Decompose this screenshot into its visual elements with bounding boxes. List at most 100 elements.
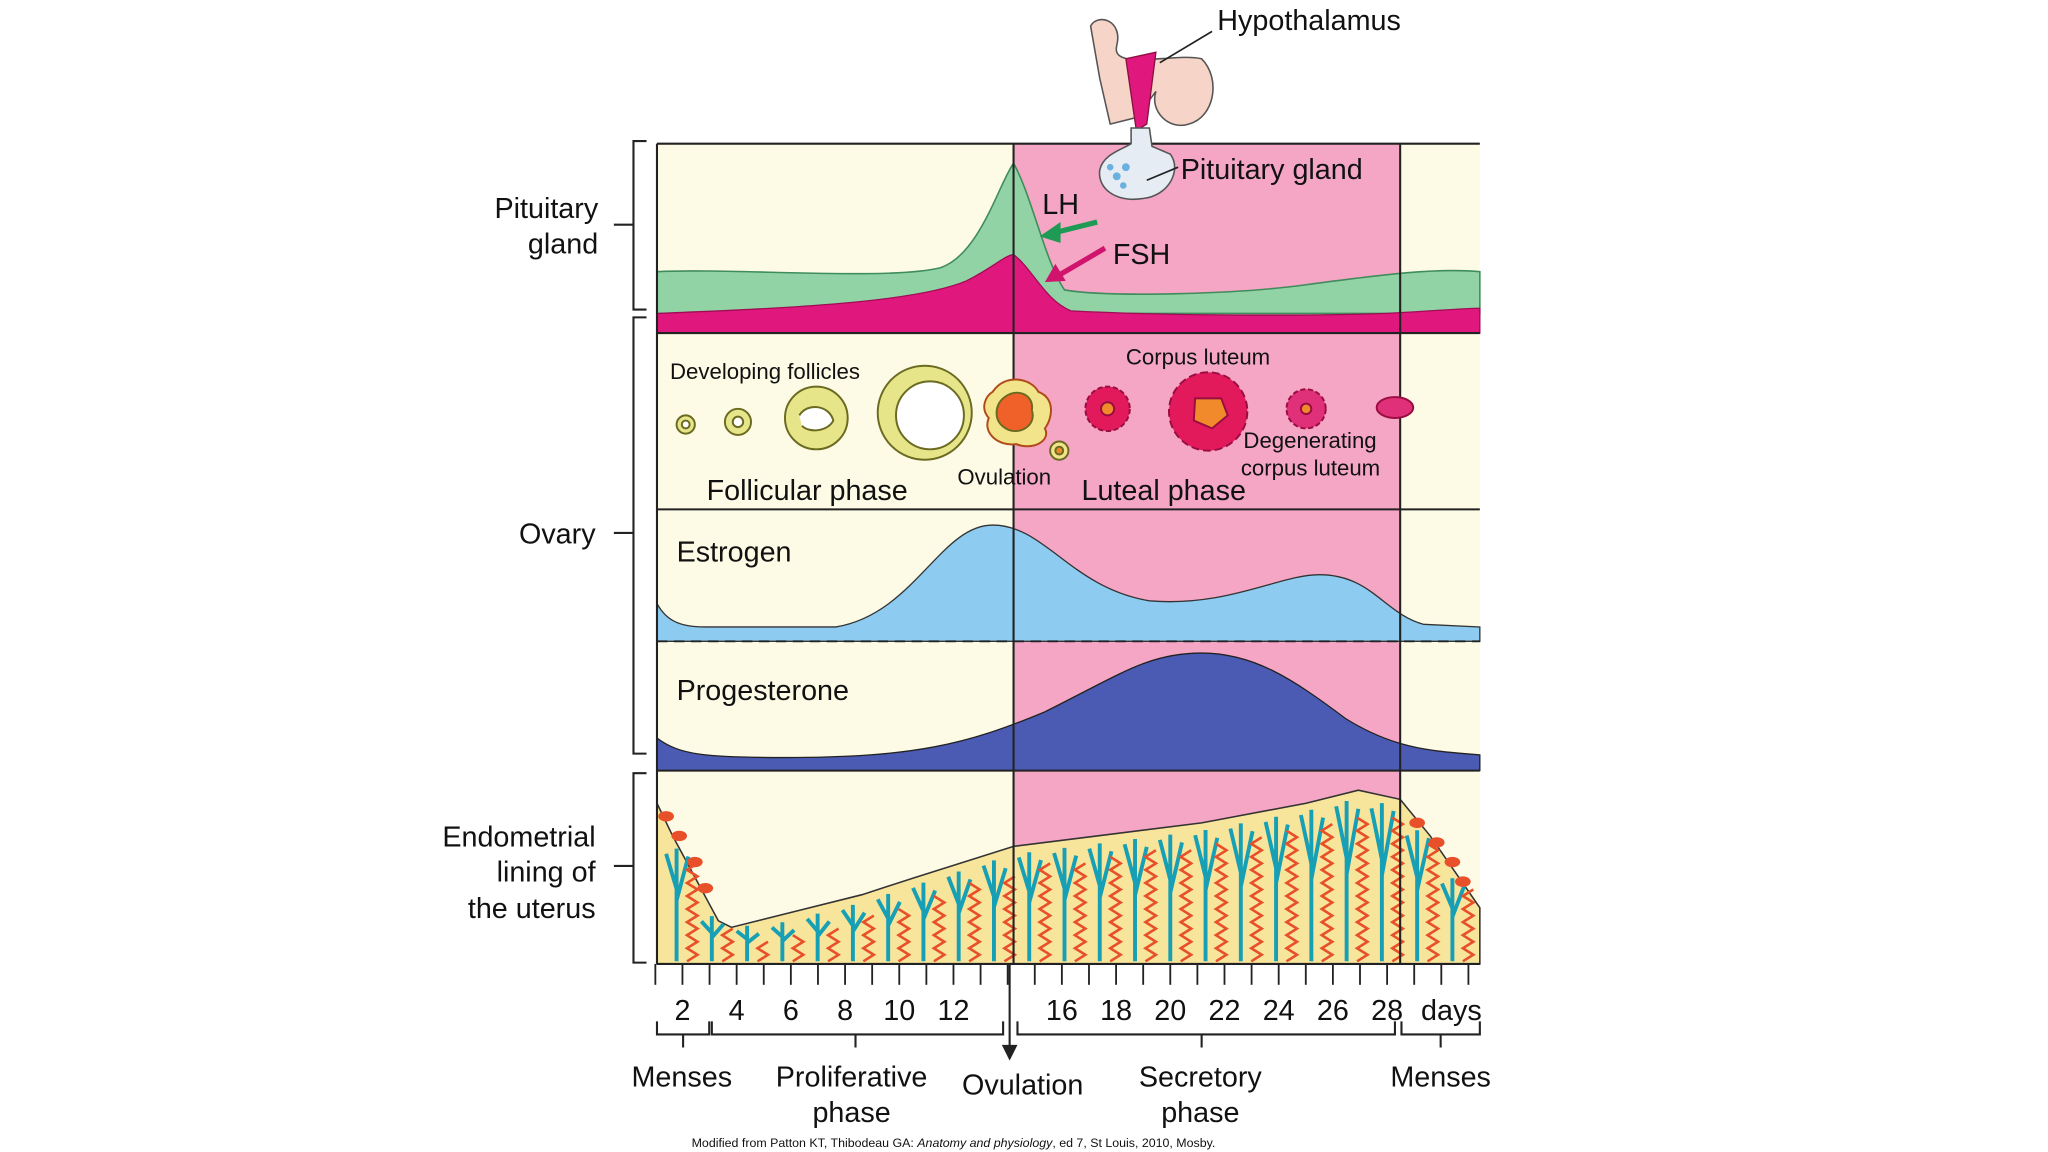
spiral-artery: [1178, 849, 1194, 963]
spiral-artery: [896, 907, 912, 963]
menstrual-shedding: [1428, 837, 1445, 848]
gland-vessel: [1404, 830, 1431, 962]
hypothalamus-illustration: [1089, 18, 1214, 201]
section-label: gland: [528, 228, 598, 260]
phase-name: Proliferative: [776, 1062, 928, 1094]
spiral-artery: [1107, 855, 1124, 963]
spiral-artery: [1354, 816, 1370, 963]
spiral-artery: [1460, 888, 1476, 963]
gland-vessel: [981, 860, 1008, 962]
section-label: Pituitary: [494, 193, 598, 225]
fsh-curve: [656, 254, 1481, 334]
phase-name: Menses: [1390, 1062, 1491, 1094]
spiral-artery: [755, 940, 771, 963]
phase-brackets: [655, 963, 1481, 1048]
gland-vessel: [1122, 839, 1149, 962]
spiral-artery: [825, 927, 841, 963]
spiral-artery: [684, 862, 700, 963]
day-label: 4: [729, 995, 745, 1027]
spiral-artery: [1248, 836, 1265, 963]
day-label: 26: [1317, 995, 1349, 1027]
citation: Modified from Patton KT, Thibodeau GA: A…: [692, 1136, 1216, 1150]
day-label: 22: [1209, 995, 1241, 1027]
ovary-label: Ovulation: [957, 465, 1051, 490]
ovary-label: Corpus luteum: [1126, 344, 1270, 369]
phase-name: Secretory: [1139, 1062, 1263, 1094]
phase-name: Menses: [632, 1062, 733, 1094]
spiral-artery: [1425, 842, 1441, 963]
citation-text: , ed 7, St Louis, 2010, Mosby.: [1052, 1136, 1215, 1150]
spiral-artery: [1072, 862, 1088, 963]
menstrual-shedding: [697, 882, 714, 894]
spiral-artery: [1389, 816, 1406, 963]
corpora-lutea: [1084, 371, 1415, 452]
gland-vessel: [664, 848, 691, 962]
section-label: Endometrial: [442, 821, 595, 853]
spiral-artery: [860, 914, 877, 963]
gland-vessel: [1263, 816, 1290, 962]
spiral-artery: [790, 934, 806, 963]
gland-vessel: [1087, 843, 1114, 962]
section-label: the uterus: [468, 893, 596, 925]
day-label: 16: [1046, 995, 1078, 1027]
phase-name: phase: [1161, 1097, 1239, 1129]
day-label: 28: [1371, 995, 1403, 1027]
lh-curve: [656, 161, 1481, 315]
spiral-artery: [1037, 862, 1053, 963]
panel-lines: [655, 142, 1480, 965]
section-brackets: [613, 140, 647, 964]
spiral-artery: [1213, 842, 1229, 963]
gland-vessel: [735, 925, 761, 962]
gland-vessel: [911, 882, 937, 962]
gland-vessel: [1052, 847, 1079, 962]
fsh-label: FSH: [1113, 239, 1170, 271]
gland-vessel: [805, 913, 831, 962]
estrogen-curve: [656, 524, 1481, 642]
ovary-label: Developing follicles: [670, 359, 860, 384]
day-label: 6: [783, 995, 799, 1027]
spiral-artery: [966, 881, 983, 963]
spiral-artery: [1319, 823, 1335, 963]
menstrual-shedding: [671, 830, 688, 842]
gland-vessel: [1369, 803, 1396, 962]
gland-vessel: [1157, 834, 1184, 962]
hormone-arrows: [1039, 219, 1107, 283]
section-label: lining of: [497, 857, 597, 889]
gland-vessel: [1440, 878, 1466, 962]
pituitary-label: Pituitary gland: [1181, 154, 1363, 186]
gland-vessel: [840, 904, 867, 962]
progesterone-label: Progesterone: [677, 675, 849, 707]
estrogen-label: Estrogen: [677, 537, 792, 569]
ovary-label: Degenerating: [1243, 428, 1376, 453]
gland-vessel: [770, 922, 796, 962]
hypothalamus-label: Hypothalamus: [1217, 5, 1401, 37]
day-ticks: [654, 963, 1470, 985]
menstrual-shedding: [658, 811, 674, 822]
day-label: 20: [1154, 995, 1186, 1027]
spiral-artery: [1143, 849, 1159, 963]
phase-label: Follicular phase: [707, 475, 908, 507]
section-label: Ovary: [519, 518, 596, 550]
menstrual-shedding: [687, 856, 703, 868]
day-label: 10: [883, 995, 915, 1027]
gland-vessel: [699, 916, 726, 962]
phase-name: Ovulation: [962, 1070, 1083, 1102]
menstrual-shedding: [1409, 817, 1425, 829]
day-label: 18: [1100, 995, 1132, 1027]
gland-vessel: [875, 894, 902, 962]
follicles: [675, 364, 1070, 461]
gland-vessel: [1298, 809, 1326, 962]
phase-label: Luteal phase: [1081, 475, 1245, 507]
lh-label: LH: [1042, 189, 1079, 221]
citation-text: Modified from Patton KT, Thibodeau GA:: [692, 1136, 918, 1150]
glands: [658, 800, 1476, 963]
day-label: 2: [674, 995, 690, 1027]
day-label: 12: [937, 995, 969, 1027]
ovulation-arrow: [1001, 1044, 1018, 1061]
day-unit: days: [1421, 995, 1482, 1027]
progesterone-curve: [656, 652, 1481, 772]
gland-vessel: [1193, 829, 1220, 962]
gland-vessel: [1334, 800, 1361, 962]
